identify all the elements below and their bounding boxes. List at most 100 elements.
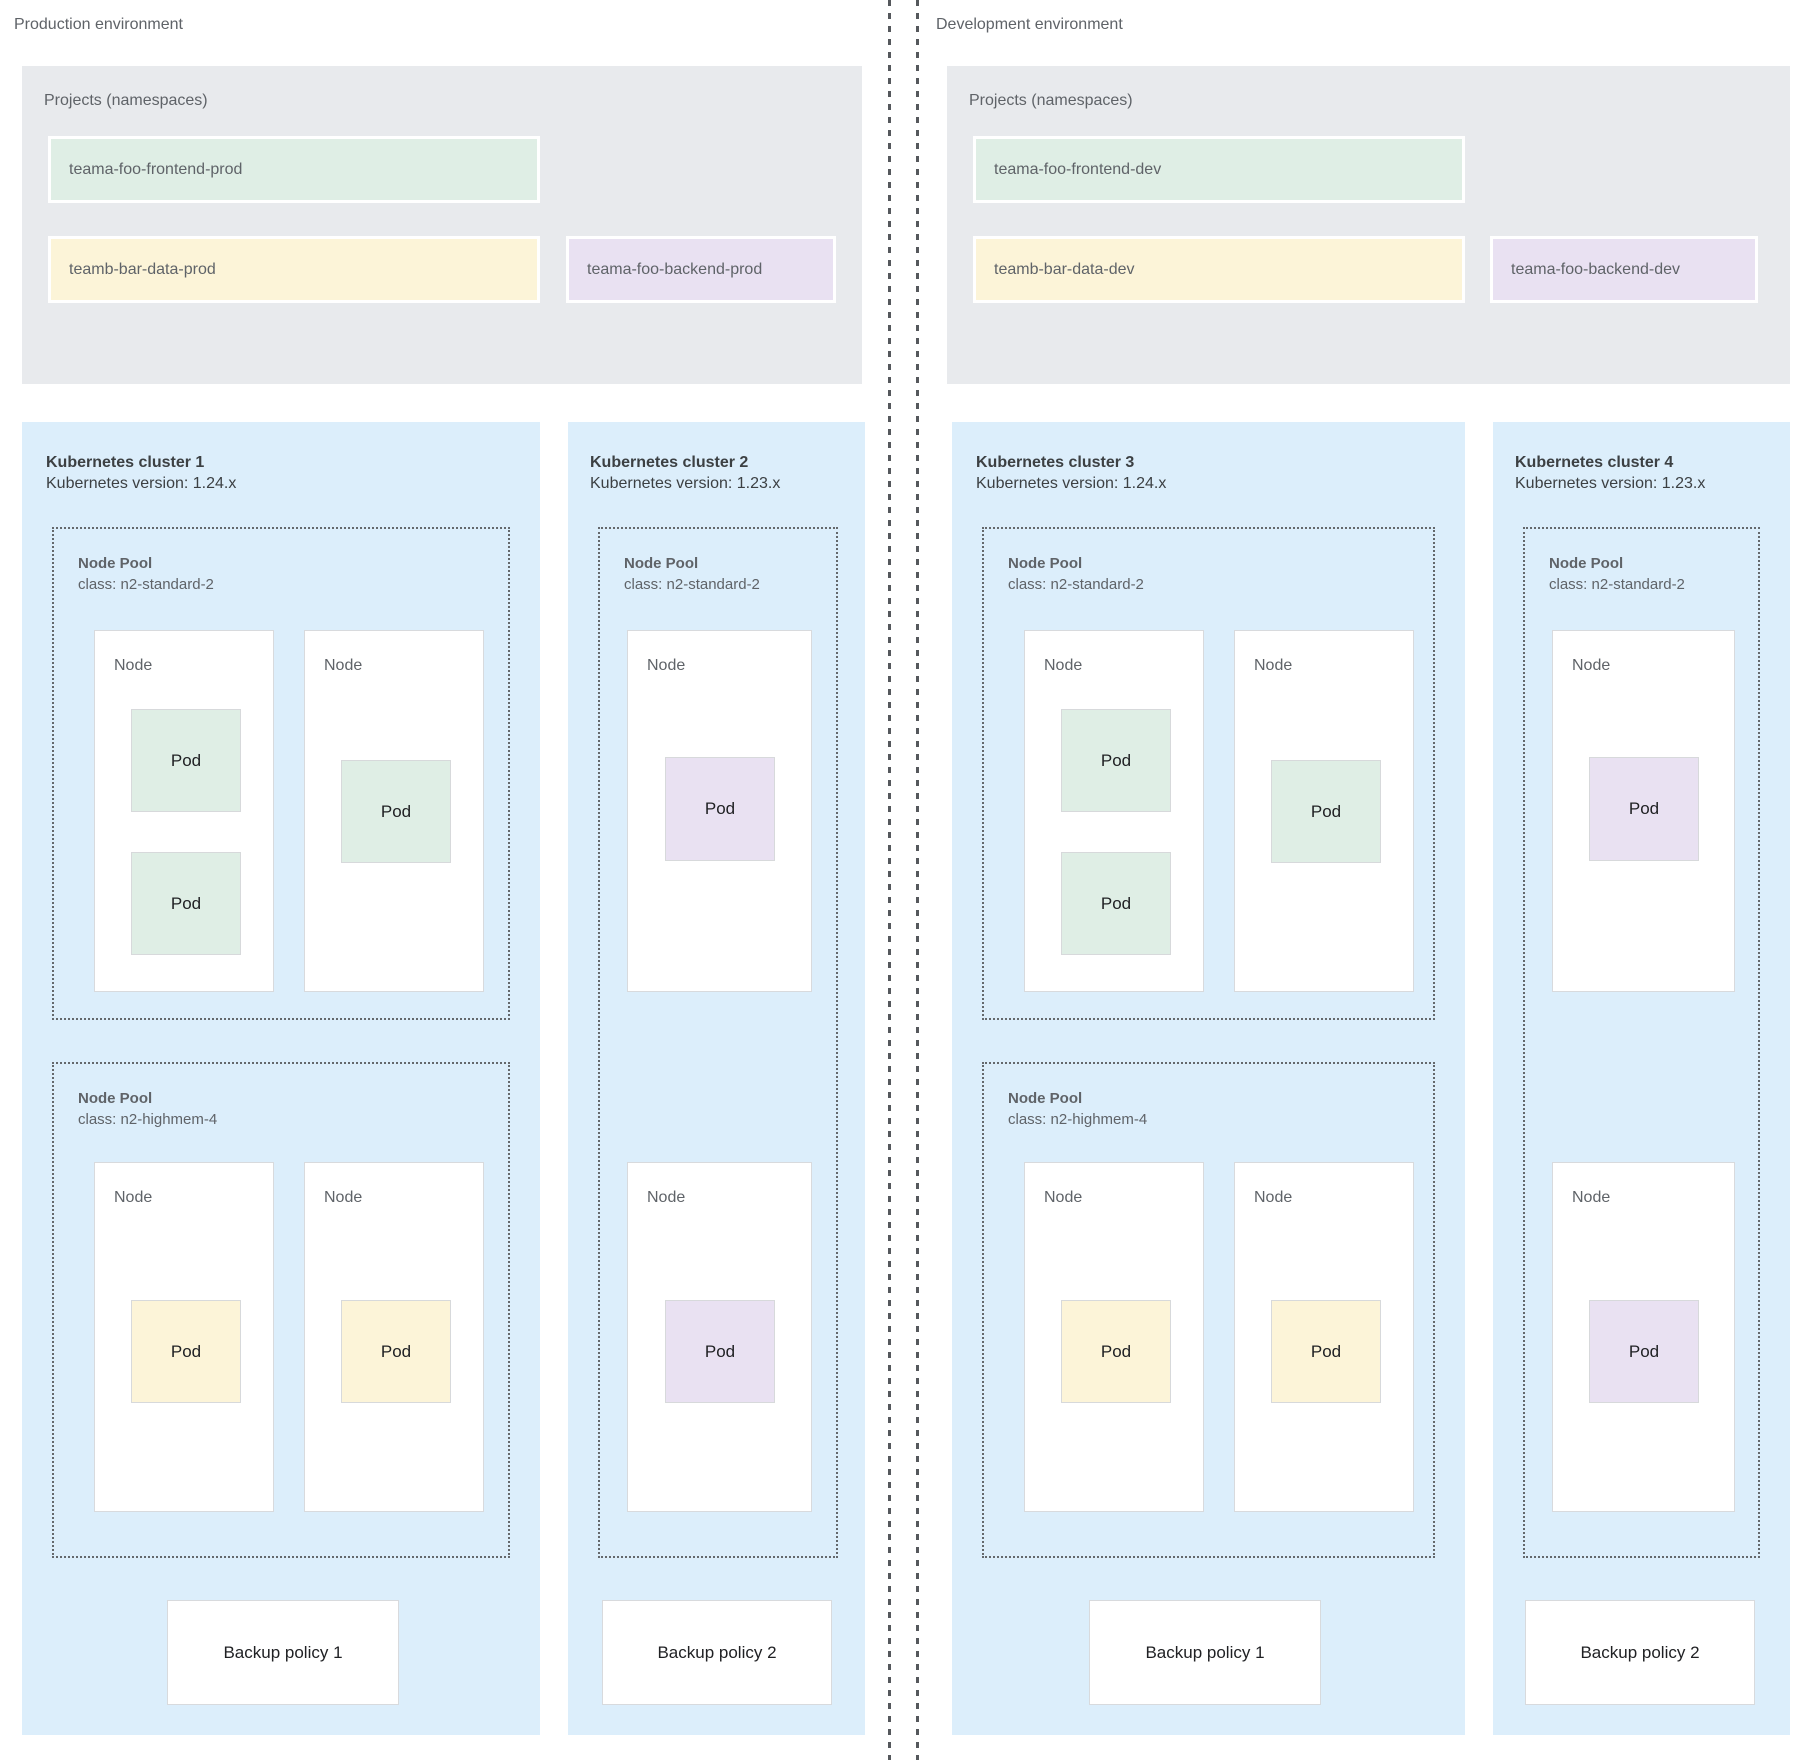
environment-development: Development environment Projects (namesp… [920, 0, 1800, 1760]
node-pool-header: Node Pool class: n2-highmem-4 [1008, 1088, 1147, 1130]
backup-policy-label: Backup policy 2 [1580, 1642, 1700, 1662]
kubernetes-cluster-2: Kubernetes cluster 2 Kubernetes version:… [568, 422, 865, 1735]
projects-namespaces-panel: Projects (namespaces) teama-foo-frontend… [22, 66, 862, 384]
kubernetes-cluster-4: Kubernetes cluster 4 Kubernetes version:… [1493, 422, 1790, 1735]
node: Node Pod Pod [94, 630, 274, 992]
node: Node Pod [94, 1162, 274, 1512]
cluster-title: Kubernetes cluster 1 [46, 454, 205, 471]
pod-label: Pod [380, 801, 412, 821]
node-pool-class: class: n2-standard-2 [1008, 576, 1144, 593]
node: Node Pod [304, 630, 484, 992]
node-label: Node [114, 657, 153, 674]
pod: Pod [1061, 709, 1171, 812]
node-pool-header: Node Pool class: n2-standard-2 [1549, 553, 1685, 595]
namespace-teama-foo-backend-dev: teama-foo-backend-dev [1490, 236, 1758, 303]
namespace-label: teamb-bar-data-dev [994, 260, 1135, 278]
environment-development-label: Development environment [936, 16, 1123, 33]
node-label: Node [1044, 1189, 1083, 1206]
projects-panel-title: Projects (namespaces) [44, 92, 208, 109]
cluster-version: Kubernetes version: 1.24.x [976, 475, 1167, 492]
kubernetes-cluster-3: Kubernetes cluster 3 Kubernetes version:… [952, 422, 1465, 1735]
node-pool-class: class: n2-standard-2 [624, 576, 760, 593]
node-label: Node [114, 1189, 153, 1206]
kubernetes-cluster-1: Kubernetes cluster 1 Kubernetes version:… [22, 422, 540, 1735]
node: Node Pod [1234, 1162, 1414, 1512]
backup-policy-box: Backup policy 2 [1525, 1600, 1755, 1705]
node-pool-standard: Node Pool class: n2-standard-2 Node Pod … [1523, 527, 1760, 1558]
cluster-version: Kubernetes version: 1.23.x [1515, 475, 1706, 492]
pod: Pod [1061, 1300, 1171, 1403]
node-label: Node [324, 1189, 363, 1206]
namespace-teamb-bar-data-dev: teamb-bar-data-dev [973, 236, 1465, 303]
pod: Pod [665, 757, 775, 861]
namespace-teamb-bar-data-prod: teamb-bar-data-prod [48, 236, 540, 303]
node-label: Node [1254, 657, 1293, 674]
pod: Pod [1271, 1300, 1381, 1403]
pod: Pod [1061, 852, 1171, 955]
cluster-title: Kubernetes cluster 4 [1515, 454, 1674, 471]
node-pool-header: Node Pool class: n2-standard-2 [1008, 553, 1144, 595]
node-pool-title: Node Pool [1008, 1090, 1083, 1107]
node: Node Pod [1234, 630, 1414, 992]
backup-policy-label: Backup policy 2 [657, 1642, 777, 1662]
pod: Pod [1589, 757, 1699, 861]
node: Node Pod [627, 630, 812, 992]
backup-policy-label: Backup policy 1 [1145, 1642, 1265, 1662]
namespace-teama-foo-frontend-dev: teama-foo-frontend-dev [973, 136, 1465, 203]
node: Node Pod [627, 1162, 812, 1512]
pod-label: Pod [1628, 799, 1660, 818]
node-pool-title: Node Pool [1549, 555, 1624, 572]
node-pool-class: class: n2-standard-2 [1549, 576, 1685, 593]
projects-namespaces-panel: Projects (namespaces) teama-foo-frontend… [947, 66, 1790, 384]
projects-panel-title: Projects (namespaces) [969, 92, 1133, 109]
pod-label: Pod [170, 893, 202, 913]
node-label: Node [1044, 657, 1083, 674]
cluster-header: Kubernetes cluster 2 Kubernetes version:… [590, 452, 780, 494]
node: Node Pod [304, 1162, 484, 1512]
pod-label: Pod [1310, 1341, 1342, 1361]
environment-divider-line [916, 0, 919, 1760]
cluster-title: Kubernetes cluster 3 [976, 454, 1135, 471]
node-pool-class: class: n2-highmem-4 [1008, 1111, 1148, 1128]
node-pool-standard: Node Pool class: n2-standard-2 Node Pod … [52, 527, 510, 1020]
cluster-header: Kubernetes cluster 4 Kubernetes version:… [1515, 452, 1705, 494]
pod: Pod [131, 709, 241, 812]
pod-label: Pod [704, 799, 736, 818]
namespace-teama-foo-frontend-prod: teama-foo-frontend-prod [48, 136, 540, 203]
environment-production: Production environment Projects (namespa… [0, 0, 889, 1760]
node-pool-class: class: n2-highmem-4 [78, 1111, 218, 1128]
namespace-label: teama-foo-backend-prod [587, 260, 763, 278]
pod-label: Pod [380, 1341, 412, 1361]
node: Node Pod [1024, 1162, 1204, 1512]
pod-label: Pod [1100, 750, 1132, 770]
pod: Pod [341, 1300, 451, 1403]
pod-label: Pod [1310, 801, 1342, 821]
pod: Pod [665, 1300, 775, 1403]
node-pool-header: Node Pool class: n2-standard-2 [78, 553, 214, 595]
node-label: Node [647, 1189, 686, 1206]
pod: Pod [341, 760, 451, 863]
namespace-teama-foo-backend-prod: teama-foo-backend-prod [566, 236, 836, 303]
pod: Pod [1589, 1300, 1699, 1403]
pod-label: Pod [1100, 1341, 1132, 1361]
node: Node Pod [1552, 1162, 1735, 1512]
node-pool-title: Node Pool [78, 555, 153, 572]
namespace-label: teama-foo-backend-dev [1511, 260, 1680, 278]
cluster-title: Kubernetes cluster 2 [590, 454, 749, 471]
pod-label: Pod [170, 750, 202, 770]
environment-divider-line [888, 0, 891, 1760]
node: Node Pod Pod [1024, 630, 1204, 992]
node-pool-header: Node Pool class: n2-highmem-4 [78, 1088, 217, 1130]
cluster-version: Kubernetes version: 1.24.x [46, 475, 237, 492]
node: Node Pod [1552, 630, 1735, 992]
pod: Pod [131, 852, 241, 955]
node-pool-class: class: n2-standard-2 [78, 576, 214, 593]
node-pool-standard: Node Pool class: n2-standard-2 Node Pod … [982, 527, 1435, 1020]
pod-label: Pod [704, 1341, 736, 1361]
node-pool-highmem: Node Pool class: n2-highmem-4 Node Pod N… [52, 1062, 510, 1558]
node-pool-title: Node Pool [78, 1090, 153, 1107]
node-label: Node [1572, 1189, 1611, 1206]
node-pool-header: Node Pool class: n2-standard-2 [624, 553, 760, 595]
node-pool-title: Node Pool [624, 555, 699, 572]
